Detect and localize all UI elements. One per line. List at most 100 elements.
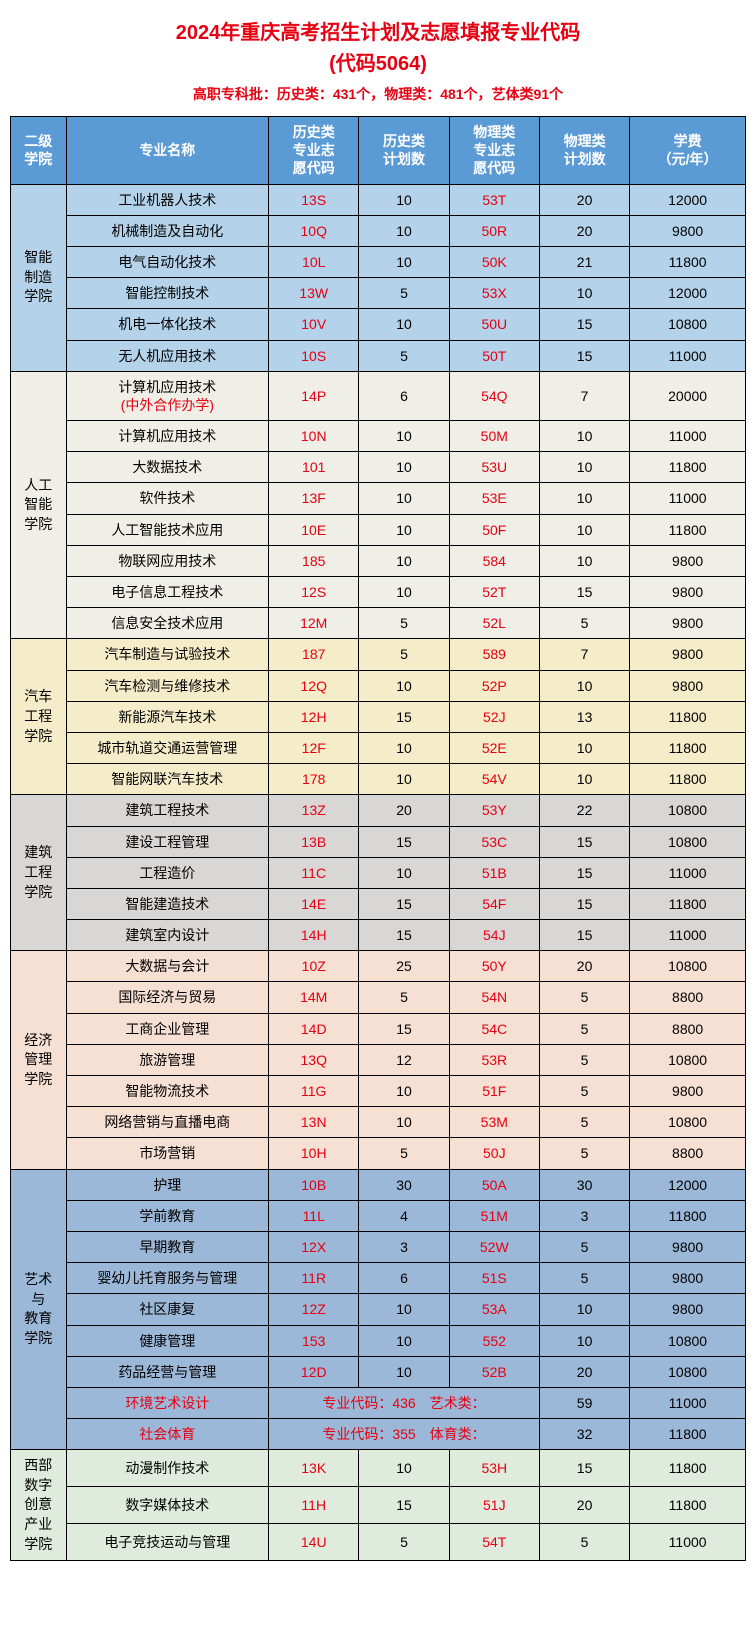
hplan-cell: 10 — [359, 452, 449, 483]
hcode-cell: 12S — [269, 577, 359, 608]
pplan-cell: 15 — [539, 309, 629, 340]
hplan-cell: 5 — [359, 1524, 449, 1561]
pcode-cell: 50A — [449, 1169, 539, 1200]
hplan-cell: 10 — [359, 577, 449, 608]
hcode-cell: 13Z — [269, 795, 359, 826]
table-row: 智能物流技术11G1051F59800 — [11, 1076, 746, 1107]
pplan-cell: 20 — [539, 1487, 629, 1524]
hplan-cell: 5 — [359, 1138, 449, 1169]
hplan-cell: 5 — [359, 608, 449, 639]
table-row: 智能网联汽车技术1781054V1011800 — [11, 764, 746, 795]
pcode-cell: 53U — [449, 452, 539, 483]
table-row: 环境艺术设计专业代码：436 艺术类：5911000 — [11, 1387, 746, 1418]
table-row: 智能控制技术13W553X1012000 — [11, 278, 746, 309]
table-row: 市场营销10H550J58800 — [11, 1138, 746, 1169]
major-cell: 学前教育 — [66, 1200, 269, 1231]
college-cell: 汽车工程学院 — [11, 639, 67, 795]
hplan-cell: 15 — [359, 701, 449, 732]
pplan-cell: 10 — [539, 732, 629, 763]
fee-cell: 10800 — [630, 1044, 746, 1075]
pplan-cell: 5 — [539, 1107, 629, 1138]
fee-cell: 10800 — [630, 826, 746, 857]
header-hcode: 历史类专业志愿代码 — [269, 117, 359, 185]
hcode-cell: 14U — [269, 1524, 359, 1561]
pplan-cell: 5 — [539, 982, 629, 1013]
hcode-cell: 11G — [269, 1076, 359, 1107]
page-title-line2: (代码5064) — [10, 47, 746, 76]
fee-cell: 11000 — [630, 483, 746, 514]
fee-cell: 11000 — [630, 340, 746, 371]
fee-cell: 11000 — [630, 1387, 746, 1418]
pplan-cell: 10 — [539, 670, 629, 701]
pcode-cell: 54C — [449, 1013, 539, 1044]
hcode-cell: 14H — [269, 920, 359, 951]
fee-cell: 11000 — [630, 920, 746, 951]
major-cell: 动漫制作技术 — [66, 1450, 269, 1487]
hcode-cell: 13Q — [269, 1044, 359, 1075]
special-mid-cell: 专业代码：355 体育类： — [269, 1419, 540, 1450]
fee-cell: 9800 — [630, 1231, 746, 1262]
table-row: 电子信息工程技术12S1052T159800 — [11, 577, 746, 608]
hcode-cell: 185 — [269, 545, 359, 576]
header-hplan: 历史类计划数 — [359, 117, 449, 185]
major-cell: 护理 — [66, 1169, 269, 1200]
pcode-cell: 53X — [449, 278, 539, 309]
table-row: 早期教育12X352W59800 — [11, 1231, 746, 1262]
fee-cell: 11000 — [630, 1524, 746, 1561]
hplan-cell: 10 — [359, 732, 449, 763]
hplan-cell: 15 — [359, 920, 449, 951]
hcode-cell: 10Q — [269, 215, 359, 246]
table-row: 工程造价11C1051B1511000 — [11, 857, 746, 888]
hplan-cell: 10 — [359, 764, 449, 795]
table-row: 旅游管理13Q1253R510800 — [11, 1044, 746, 1075]
fee-cell: 8800 — [630, 1013, 746, 1044]
major-cell: 社会体育 — [66, 1419, 269, 1450]
hplan-cell: 5 — [359, 982, 449, 1013]
pplan-cell: 15 — [539, 888, 629, 919]
fee-cell: 11800 — [630, 701, 746, 732]
pplan-cell: 10 — [539, 483, 629, 514]
hcode-cell: 13N — [269, 1107, 359, 1138]
table-row: 数字媒体技术11H1551J2011800 — [11, 1487, 746, 1524]
pcode-cell: 52E — [449, 732, 539, 763]
hcode-cell: 14D — [269, 1013, 359, 1044]
major-cell: 智能物流技术 — [66, 1076, 269, 1107]
table-row: 无人机应用技术10S550T1511000 — [11, 340, 746, 371]
table-row: 艺术与教育学院护理10B3050A3012000 — [11, 1169, 746, 1200]
major-cell: 环境艺术设计 — [66, 1387, 269, 1418]
major-cell: 计算机应用技术 — [66, 421, 269, 452]
fee-cell: 9800 — [630, 577, 746, 608]
major-cell: 人工智能技术应用 — [66, 514, 269, 545]
fee-cell: 11800 — [630, 246, 746, 277]
table-row: 健康管理153105521010800 — [11, 1325, 746, 1356]
fee-cell: 20000 — [630, 371, 746, 420]
fee-cell: 11000 — [630, 421, 746, 452]
fee-cell: 10800 — [630, 1356, 746, 1387]
table-row: 建筑工程学院建筑工程技术13Z2053Y2210800 — [11, 795, 746, 826]
major-cell: 工程造价 — [66, 857, 269, 888]
pcode-cell: 53H — [449, 1450, 539, 1487]
pcode-cell: 50R — [449, 215, 539, 246]
hplan-cell: 10 — [359, 483, 449, 514]
table-row: 学前教育11L451M311800 — [11, 1200, 746, 1231]
table-row: 信息安全技术应用12M552L59800 — [11, 608, 746, 639]
fee-cell: 12000 — [630, 278, 746, 309]
hplan-cell: 12 — [359, 1044, 449, 1075]
hcode-cell: 11L — [269, 1200, 359, 1231]
fee-cell: 8800 — [630, 982, 746, 1013]
table-row: 软件技术13F1053E1011000 — [11, 483, 746, 514]
major-cell: 机电一体化技术 — [66, 309, 269, 340]
pplan-cell: 15 — [539, 826, 629, 857]
major-cell: 建设工程管理 — [66, 826, 269, 857]
hplan-cell: 6 — [359, 371, 449, 420]
hcode-cell: 12F — [269, 732, 359, 763]
pcode-cell: 54J — [449, 920, 539, 951]
table-row: 汽车检测与维修技术12Q1052P109800 — [11, 670, 746, 701]
pcode-cell: 584 — [449, 545, 539, 576]
hplan-cell: 10 — [359, 1450, 449, 1487]
major-cell: 建筑工程技术 — [66, 795, 269, 826]
hcode-cell: 13S — [269, 184, 359, 215]
pplan-cell: 10 — [539, 545, 629, 576]
pcode-cell: 52J — [449, 701, 539, 732]
fee-cell: 9800 — [630, 1294, 746, 1325]
